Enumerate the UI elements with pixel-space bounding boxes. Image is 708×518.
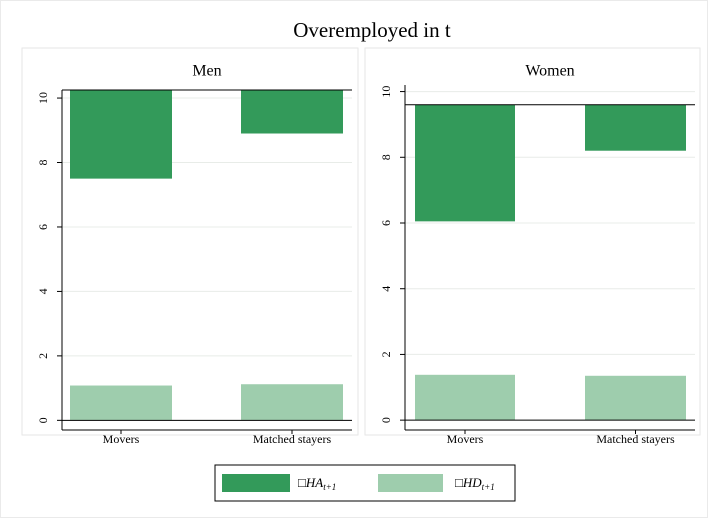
- y-tick-label: 2: [36, 353, 50, 359]
- legend-swatch: [222, 474, 290, 492]
- x-tick-label: Matched stayers: [253, 432, 332, 446]
- bar: [415, 374, 515, 421]
- bar: [70, 90, 172, 179]
- legend-name: □HA: [298, 475, 323, 490]
- y-tick-label: 10: [379, 86, 393, 98]
- bar: [241, 384, 343, 421]
- y-tick-label: 8: [379, 154, 393, 160]
- chart-title: Overemployed in t: [293, 18, 451, 42]
- legend-subscript: t+1: [323, 482, 336, 492]
- legend-label: □HDt+1: [455, 475, 495, 492]
- y-tick-label: 2: [379, 351, 393, 357]
- legend-subscript: t+1: [482, 482, 495, 492]
- bar: [585, 104, 686, 151]
- panel-title: Women: [525, 63, 574, 80]
- bar: [415, 104, 515, 222]
- y-tick-label: 8: [36, 160, 50, 166]
- bar: [585, 375, 686, 421]
- legend-swatch: [378, 474, 443, 492]
- y-tick-label: 10: [36, 92, 50, 104]
- y-tick-label: 4: [36, 288, 50, 294]
- x-tick-label: Movers: [103, 432, 140, 446]
- bar: [70, 385, 172, 421]
- x-tick-label: Movers: [447, 432, 484, 446]
- y-tick-label: 4: [379, 286, 393, 292]
- bar: [241, 90, 343, 134]
- legend-label: □HAt+1: [298, 475, 336, 492]
- panel-title: Men: [192, 63, 221, 80]
- y-tick-label: 0: [36, 417, 50, 423]
- x-tick-label: Matched stayers: [596, 432, 675, 446]
- legend-name: □HD: [455, 475, 482, 490]
- y-tick-label: 6: [379, 220, 393, 226]
- y-tick-label: 0: [379, 417, 393, 423]
- y-tick-label: 6: [36, 224, 50, 230]
